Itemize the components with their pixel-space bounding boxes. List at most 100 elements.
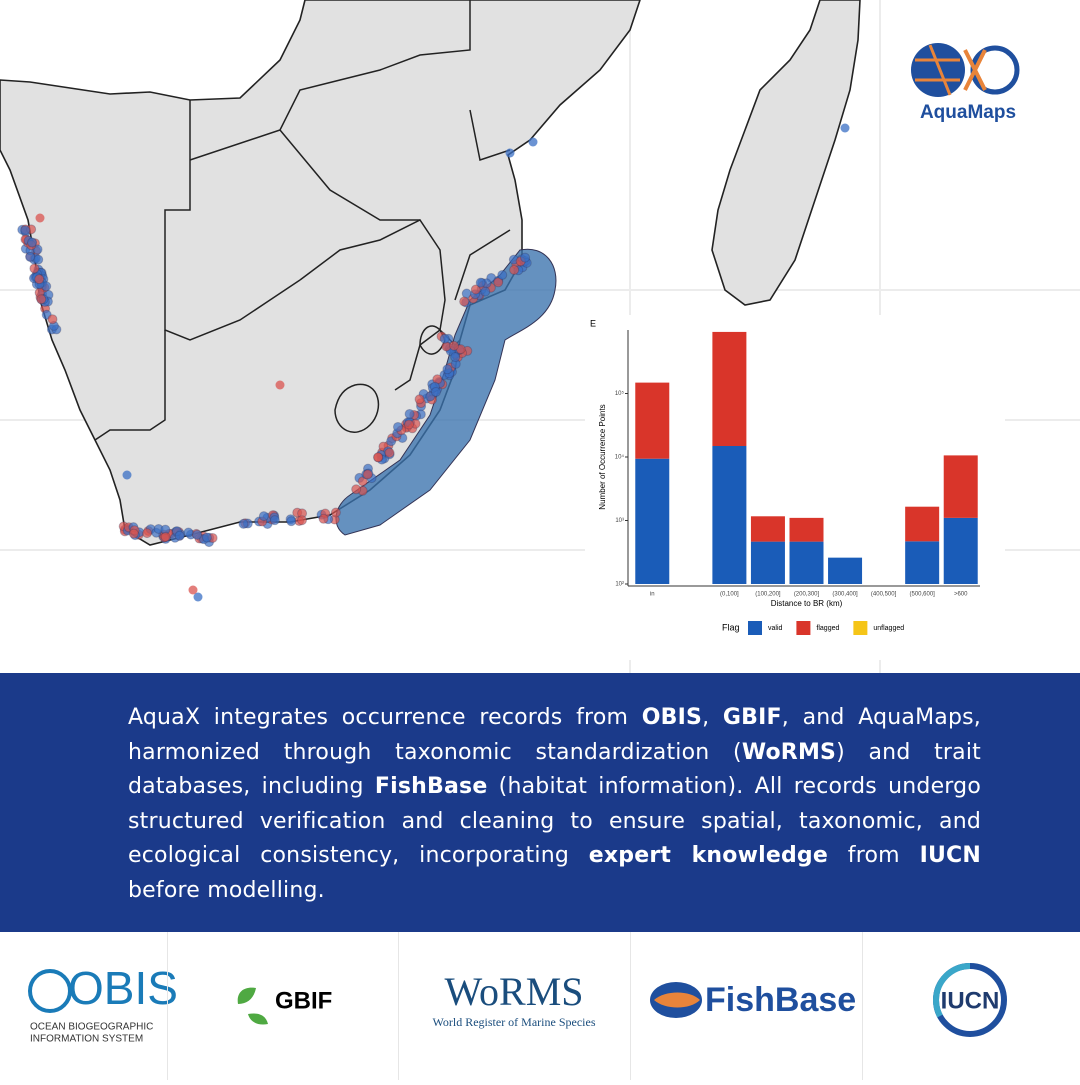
occurrence-dot [528,137,538,147]
bar-segment [905,506,940,542]
logo-subtext: INFORMATION SYSTEM [30,1034,143,1045]
occurrence-dot [384,447,395,458]
logo-text: FishBase [705,981,856,1019]
occurrence-dot [373,452,384,463]
occurrence-dot [286,516,297,527]
aquamaps-logo: AquaMaps [911,43,1020,123]
bar-segment [750,516,785,542]
occurrence-dot [414,394,425,405]
occurrence-dot [258,511,269,522]
logos: OBIS OCEAN BIOGEOGRAPHIC INFORMATION SYS… [28,962,1007,1045]
occurrence-dot [238,518,249,529]
bar-segment [712,446,747,584]
occurrence-dot [142,528,153,539]
bold-text: WoRMS [741,739,837,765]
brand-name: AquaMaps [920,102,1016,123]
bar-segment [712,331,747,447]
legend-swatch [748,621,762,635]
occurrence-dot [318,513,329,524]
occurrence-dot [497,269,508,280]
map: AquaMaps E 10² 10³ 10⁴ 10⁵ Number of Occurren… [0,0,1080,673]
bold-text: IUCN [919,843,982,868]
occurrence-dot [362,469,373,480]
legend-label: flagged [816,625,839,632]
bar-segment [943,455,978,518]
occurrence-dot [47,314,58,325]
occurrence-dot [475,277,486,288]
occurrence-dot [330,507,341,518]
x-tick-label: (300,400] [832,592,858,598]
occurrence-dot [160,531,171,542]
occurrence-dot [29,263,40,274]
x-tick-label: >600 [954,592,968,598]
bar-segment [943,517,978,584]
panel-label: E [590,318,596,328]
madagascar [711,0,861,306]
bar-segment [635,382,670,459]
bar-segment [828,557,863,584]
description: AquaX integrates occurrence records from… [128,701,981,908]
occurrence-dot [404,408,415,419]
occurrence-dot [392,421,403,432]
text: before modelling. [128,877,325,903]
bold-text: GBIF [722,705,782,730]
legend-title: Flag [722,622,740,632]
occurrence-dot [351,484,362,495]
occurrence-dot [25,251,36,262]
occurrence-dot [493,277,504,288]
x-tick-label: (400,500] [871,592,897,598]
occurrence-dot [442,364,453,375]
legend-label: valid [768,625,783,632]
occurrence-dot [840,123,850,133]
occurrence-dot [32,244,43,255]
occurrence-dot [403,419,414,430]
logo-subtext: World Register of Marine Species [433,1015,596,1029]
occurrence-dot [450,352,461,363]
bold-text: expert knowledge [588,843,829,868]
logo-text: WoRMS [444,969,583,1014]
bar-segment [635,458,670,584]
y-tick-label: 10⁴ [615,454,625,461]
x-tick-label: in [650,592,655,598]
x-tick-label: (0,100] [720,592,739,598]
logo-text: GBIF [275,987,332,1014]
gbif-logo: GBIF [237,987,332,1025]
text: , [702,705,723,730]
logo-text: IUCN [941,987,1000,1014]
occurrence-dot [509,264,520,275]
worms-logo: WoRMS World Register of Marine Species [433,969,596,1029]
occurrence-dot [505,148,515,158]
y-tick-label: 10³ [615,518,624,524]
logo-strip: OBIS OCEAN BIOGEOGRAPHIC INFORMATION SYS… [0,932,1080,1080]
fishbase-logo: FishBase [650,981,856,1019]
occurrence-dot [174,530,185,541]
borders [94,0,511,441]
occurrence-dot [269,515,280,526]
legend-swatch [796,621,811,635]
text: from [828,843,920,868]
legend-swatch [853,621,868,635]
bar-segment [789,541,824,584]
occurrence-dot [27,237,38,248]
occurrence-dot [35,213,45,223]
occurrence-dot [36,294,47,305]
occurrence-points [17,123,850,602]
text: ) and trait databases, including [128,739,981,800]
text: AquaX integrates occurrence records from [128,705,642,730]
y-tick-label: 10² [615,582,624,588]
occurrence-dot [439,333,450,344]
logo-subtext: OCEAN BIOGEOGRAPHIC [30,1022,153,1033]
occurrence-dot [296,515,307,526]
y-tick-label: 10⁵ [615,390,625,397]
occurrence-dot [201,532,212,543]
occurrence-dot [122,470,132,480]
bar-segment [905,541,940,584]
logo-text: OBIS [68,962,178,1014]
occurrence-dot [192,529,203,540]
legend-label: unflagged [873,625,904,632]
x-tick-label: (200,300] [794,592,820,598]
bar-segment [750,541,785,584]
text: (habitat information). All records under… [128,774,981,868]
occurrence-dot [275,380,285,390]
